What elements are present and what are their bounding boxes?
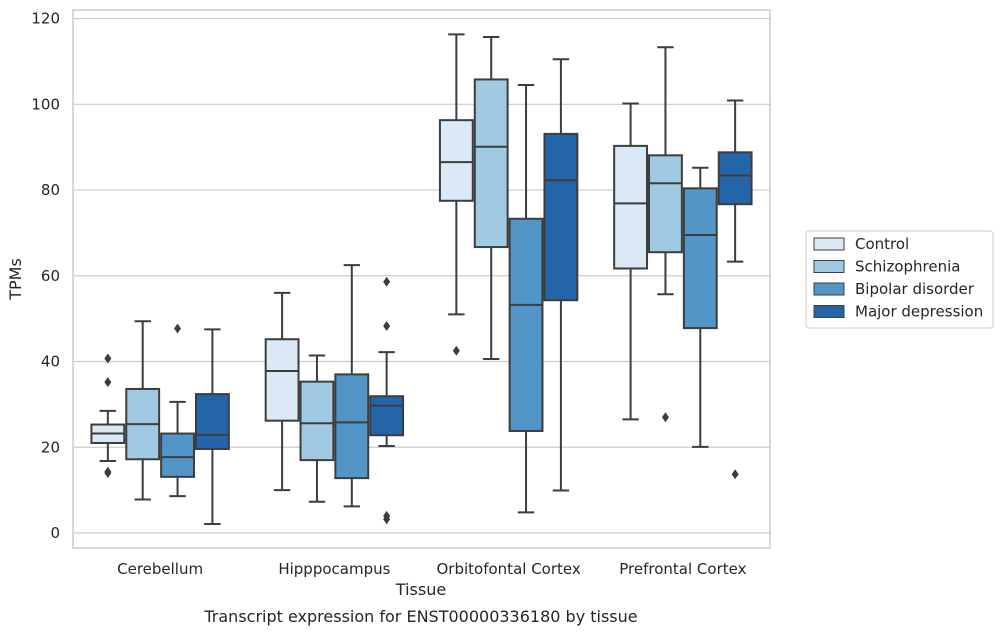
y-tick-label: 40 <box>41 353 60 371</box>
box-major-depression <box>543 58 579 492</box>
box-bipolar-disorder <box>508 84 544 514</box>
outlier-point <box>383 514 391 525</box>
outlier-point <box>104 467 112 478</box>
box-iqr <box>473 78 509 249</box>
legend-label: Bipolar disorder <box>855 280 975 298</box>
legend: Control Schizophrenia Bipolar disorder Majo… <box>805 230 994 329</box>
x-tick-label: Hipppocampus <box>278 560 390 578</box>
y-tick-label: 80 <box>41 181 60 199</box>
legend-swatch <box>813 282 845 296</box>
box-bipolar-disorder <box>160 323 195 498</box>
box-iqr <box>438 119 474 202</box>
box-schizophrenia <box>473 36 509 360</box>
box-iqr <box>334 373 370 480</box>
boxes-layer <box>90 33 753 525</box>
box-iqr <box>194 393 230 450</box>
legend-swatch <box>813 305 845 318</box>
box-bipolar-disorder <box>334 264 370 508</box>
y-tick-label: 0 <box>50 524 60 542</box>
y-tick-labels: 0 20 40 60 80 100 120 <box>31 10 60 542</box>
plot-frame <box>72 9 771 549</box>
box-major-depression <box>717 99 753 480</box>
outlier-point <box>731 469 739 480</box>
box-schizophrenia <box>299 354 335 503</box>
legend-label: Control <box>855 235 909 253</box>
outlier-point <box>174 323 182 334</box>
outlier-point <box>383 320 391 331</box>
box-iqr <box>613 144 649 270</box>
legend-label: Schizophrenia <box>855 258 960 276</box>
box-major-depression <box>194 328 230 525</box>
box-iqr <box>160 432 195 478</box>
y-tick-label: 100 <box>31 95 60 113</box>
x-tick-labels: Cerebellum Hipppocampus Orbitofontal Corte… <box>117 560 746 578</box>
box-control <box>613 102 649 421</box>
box-bipolar-disorder <box>682 166 718 448</box>
box-control <box>438 33 474 356</box>
legend-swatch <box>813 260 845 273</box>
box-iqr <box>717 151 753 206</box>
y-tick-label: 20 <box>41 438 60 456</box>
outlier-point <box>661 412 669 423</box>
chart-caption: Transcript expression for ENST0000033618… <box>203 607 637 626</box>
box-major-depression <box>369 276 405 525</box>
box-iqr <box>299 380 335 462</box>
x-tick-label: Orbitofontal Cortex <box>437 560 581 578</box>
box-control <box>264 291 300 492</box>
legend-frame <box>805 230 994 329</box>
y-tick-label: 60 <box>41 267 60 285</box>
y-axis-label: TPMs <box>6 258 25 301</box>
y-tick-label: 120 <box>31 10 60 28</box>
box-schizophrenia <box>648 46 683 423</box>
x-tick-label: Prefrontal Cortex <box>619 560 746 578</box>
box-control <box>90 353 126 478</box>
box-iqr <box>543 132 579 302</box>
legend-swatch <box>813 237 845 251</box>
box-iqr <box>508 217 544 432</box>
box-iqr <box>648 154 683 254</box>
outlier-point <box>104 377 112 388</box>
legend-label: Major depression <box>855 303 983 321</box>
box-schizophrenia <box>125 320 161 501</box>
box-iqr <box>264 338 300 422</box>
outlier-point <box>383 276 391 287</box>
x-axis-label: Tissue <box>395 580 446 599</box>
box-iqr <box>369 395 405 437</box>
x-tick-label: Cerebellum <box>117 560 203 578</box>
box-iqr <box>682 187 718 330</box>
outlier-point <box>452 345 460 356</box>
outlier-point <box>104 353 112 364</box>
